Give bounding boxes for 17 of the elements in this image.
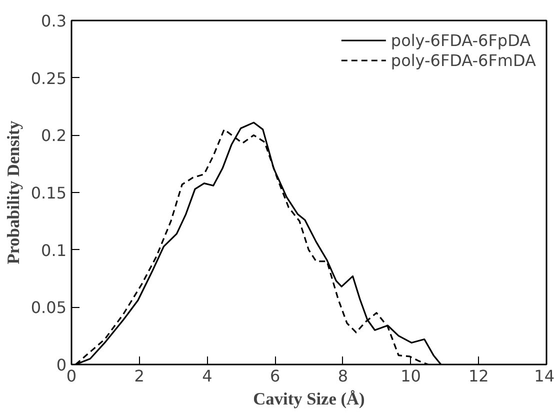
x-tick-label: 4 [202, 366, 212, 386]
x-tick-label: 6 [270, 366, 280, 386]
y-tick-label: 0.25 [30, 68, 66, 88]
x-tick-label: 2 [134, 366, 144, 386]
legend-label: poly-6FDA-6FmDA [390, 50, 536, 70]
y-tick-label: 0.3 [41, 12, 67, 30]
y-axis-title: Probability Density [4, 120, 23, 264]
y-tick-label: 0.2 [41, 126, 67, 146]
x-tick-label: 14 [534, 366, 554, 386]
legend-label: poly-6FDA-6FpDA [390, 30, 531, 50]
x-tick-label: 10 [400, 366, 421, 386]
x-axis-title: Cavity Size (Å) [253, 390, 366, 408]
y-tick-label: 0.05 [30, 298, 66, 318]
x-tick-label: 12 [468, 366, 489, 386]
y-tick-label: 0.1 [41, 240, 67, 260]
x-tick-label: 8 [338, 366, 348, 386]
y-tick-label: 0.15 [30, 184, 66, 202]
